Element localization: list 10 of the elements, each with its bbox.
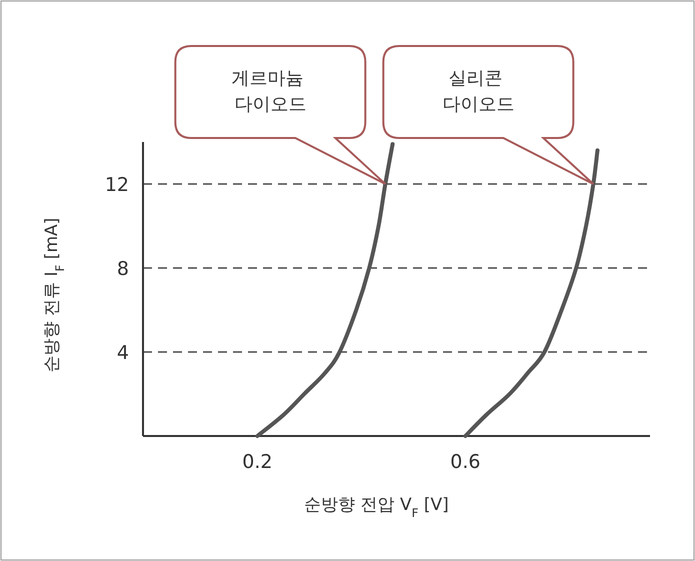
text: 게르마늄 다이오드 [231, 68, 310, 115]
line-series [463, 148, 600, 438]
y-tick-label: 8 [116, 258, 129, 280]
text: 실리콘 다이오드 [442, 68, 514, 115]
y-tick-label: 4 [116, 342, 129, 364]
x-axis-title: 순방향 전압 V$_{F}$ [V] [304, 495, 449, 520]
x-tick-label: 0.6 [450, 451, 481, 473]
y-tick-label: 12 [104, 174, 129, 196]
line-series [255, 142, 395, 438]
x-tick-label: 0.2 [242, 451, 273, 473]
